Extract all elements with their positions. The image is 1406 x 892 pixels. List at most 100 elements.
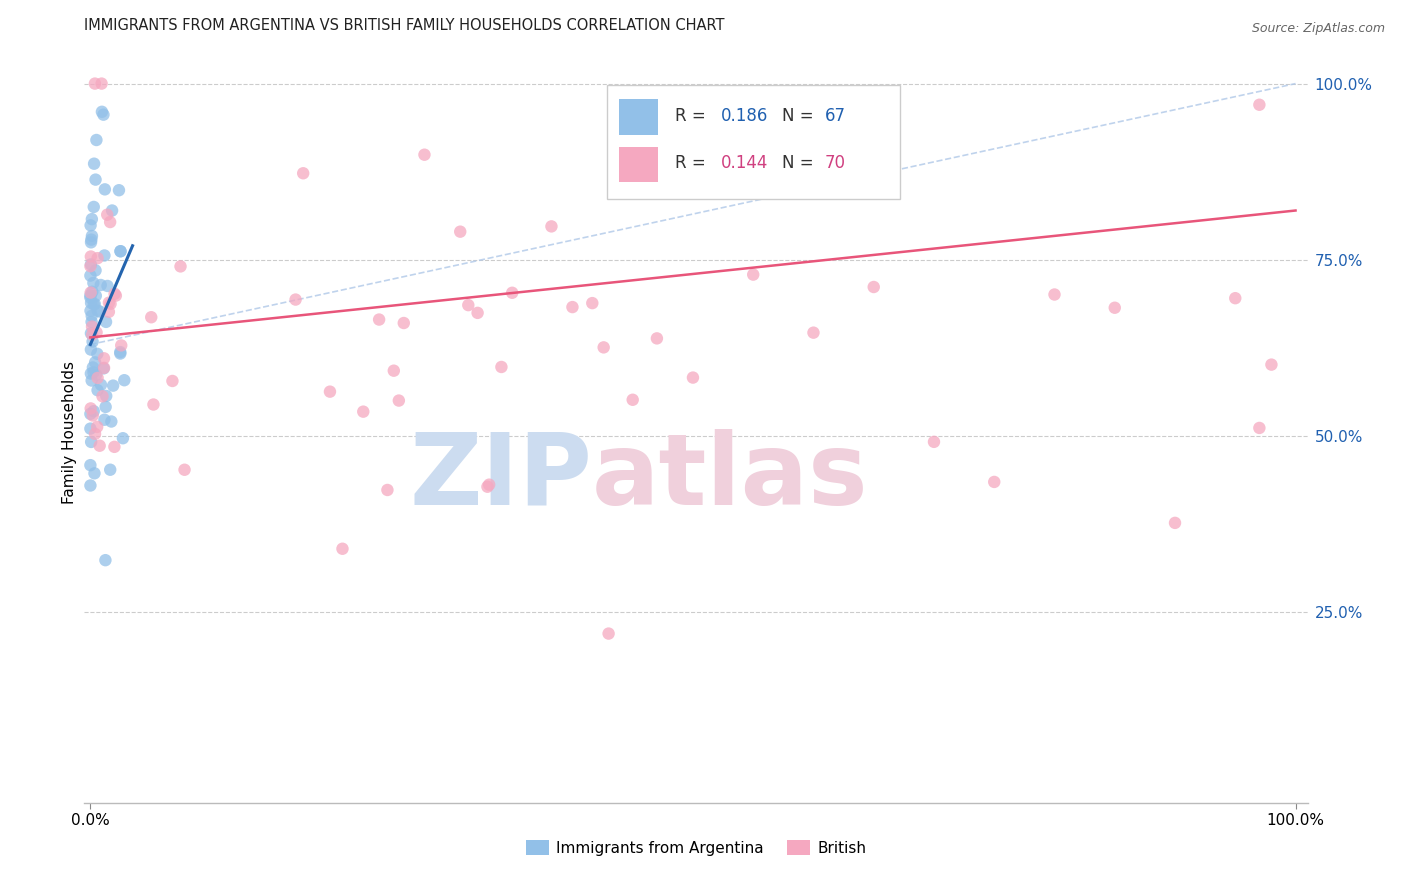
- Point: [80, 212, 103, 227]
- Point: [79, 303, 101, 318]
- Point: [540, 219, 562, 234]
- Point: [90, 77, 112, 91]
- Point: [84, 289, 107, 303]
- Point: [82, 409, 104, 423]
- Point: [103, 440, 125, 454]
- Point: [457, 298, 479, 312]
- Point: [491, 359, 513, 374]
- Point: [82, 334, 104, 349]
- Point: [80, 233, 103, 247]
- Text: 70: 70: [824, 154, 845, 172]
- Point: [79, 422, 101, 436]
- Point: [96, 279, 118, 293]
- Point: [87, 303, 110, 318]
- Point: [79, 259, 101, 273]
- Point: [1104, 301, 1126, 315]
- Point: [79, 291, 101, 305]
- Point: [84, 263, 107, 277]
- Point: [98, 215, 121, 229]
- Point: [79, 285, 101, 300]
- Point: [682, 370, 704, 384]
- Point: [82, 285, 104, 299]
- Point: [79, 407, 101, 421]
- Point: [90, 104, 112, 119]
- Point: [93, 351, 115, 366]
- Point: [86, 133, 108, 147]
- Point: [103, 286, 125, 301]
- Point: [86, 347, 108, 361]
- Point: [101, 378, 124, 392]
- Point: [352, 404, 374, 418]
- Point: [592, 340, 614, 354]
- Point: [581, 296, 603, 310]
- Point: [110, 345, 132, 359]
- Point: [90, 377, 112, 392]
- Point: [94, 400, 117, 414]
- Point: [80, 257, 103, 271]
- Point: [84, 355, 107, 369]
- Point: [83, 297, 105, 311]
- Point: [104, 288, 127, 302]
- Point: [112, 373, 135, 387]
- Point: [110, 244, 132, 259]
- Point: [93, 360, 115, 375]
- Point: [84, 368, 107, 382]
- Text: N =: N =: [782, 107, 818, 125]
- Point: [292, 166, 315, 180]
- Point: [142, 398, 165, 412]
- Point: [93, 108, 115, 122]
- FancyBboxPatch shape: [619, 99, 658, 135]
- Text: 0.186: 0.186: [720, 107, 768, 125]
- Point: [86, 251, 108, 265]
- Text: N =: N =: [782, 154, 818, 172]
- Point: [97, 295, 120, 310]
- Point: [97, 305, 120, 319]
- Point: [80, 235, 103, 250]
- Point: [501, 285, 523, 300]
- Point: [922, 434, 945, 449]
- Point: [79, 219, 101, 233]
- Point: [83, 467, 105, 481]
- Point: [89, 304, 111, 318]
- Point: [449, 225, 471, 239]
- Point: [319, 384, 342, 399]
- Point: [742, 268, 765, 282]
- Point: [96, 208, 118, 222]
- Text: R =: R =: [675, 107, 711, 125]
- Point: [392, 316, 415, 330]
- Point: [803, 326, 825, 340]
- Point: [86, 420, 108, 434]
- Point: [284, 293, 307, 307]
- Point: [83, 157, 105, 171]
- Point: [83, 200, 105, 214]
- Point: [388, 393, 411, 408]
- Point: [983, 475, 1005, 489]
- Point: [93, 413, 115, 427]
- Point: [82, 360, 104, 375]
- Point: [79, 268, 101, 283]
- Point: [162, 374, 184, 388]
- Point: [80, 367, 103, 381]
- Point: [79, 458, 101, 472]
- Point: [141, 310, 163, 325]
- Point: [86, 371, 108, 385]
- Text: ZIP: ZIP: [409, 428, 592, 525]
- Point: [86, 383, 108, 397]
- Point: [1260, 358, 1282, 372]
- Point: [82, 276, 104, 290]
- Point: [108, 183, 131, 197]
- Point: [100, 415, 122, 429]
- Point: [467, 306, 489, 320]
- Point: [110, 338, 132, 352]
- Y-axis label: Family Households: Family Households: [62, 361, 77, 504]
- Point: [84, 77, 107, 91]
- Point: [1164, 516, 1187, 530]
- Point: [561, 300, 583, 314]
- Point: [79, 478, 101, 492]
- Point: [80, 401, 103, 416]
- FancyBboxPatch shape: [619, 147, 658, 182]
- Point: [477, 480, 499, 494]
- Point: [82, 365, 104, 379]
- Point: [94, 553, 117, 567]
- Point: [368, 312, 391, 326]
